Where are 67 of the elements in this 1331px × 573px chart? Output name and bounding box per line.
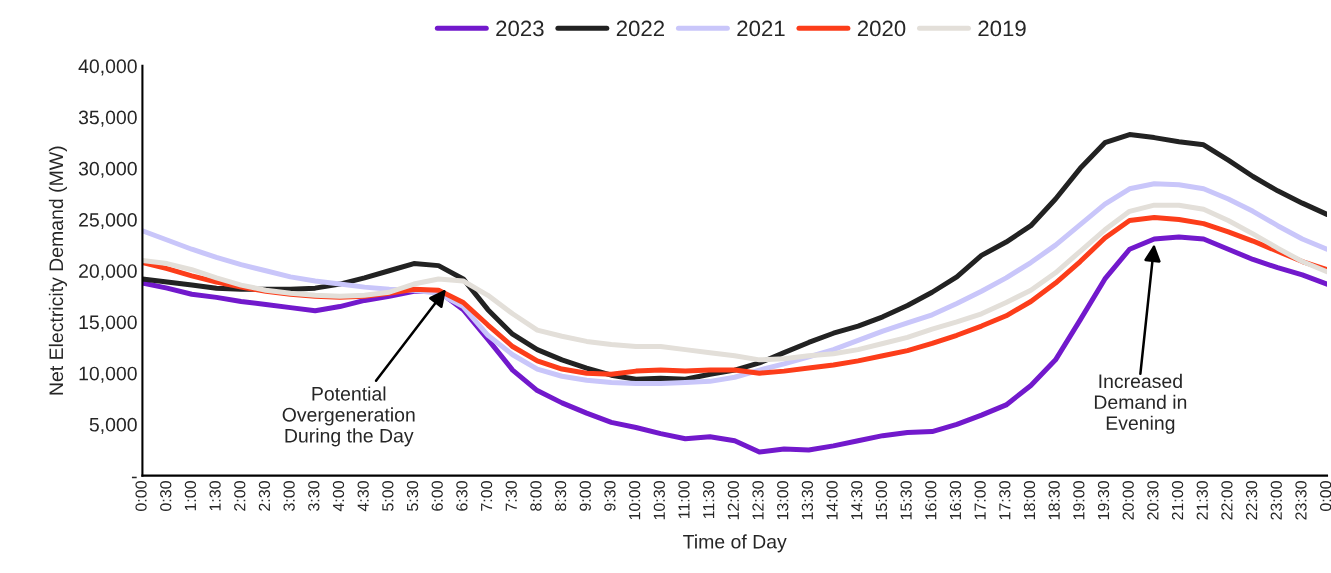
legend-label: 2019 — [978, 20, 1026, 37]
x-tick-label: 12:30 — [752, 481, 764, 520]
y-tick-label: 15,000 — [79, 315, 137, 332]
x-tick-label: 8:30 — [554, 481, 567, 511]
x-tick-label: 6:00 — [431, 481, 443, 511]
x-tick-label: 8:00 — [530, 481, 542, 511]
annotation: Potential Overgeneration During the Day — [282, 386, 415, 447]
x-tick-label: 20:30 — [1147, 481, 1159, 520]
x-tick-label: 11:00 — [678, 481, 690, 519]
x-tick-label: 22:00 — [1221, 481, 1233, 520]
x-tick-label: 16:30 — [949, 481, 962, 520]
x-tick-label: 13:00 — [777, 481, 789, 520]
y-tick-label: 25,000 — [79, 213, 137, 230]
x-tick-label: 5:30 — [406, 481, 419, 511]
x-tick-label: 1:00 — [184, 481, 197, 511]
x-tick-label: 13:30 — [801, 481, 814, 520]
x-tick-label: 16:00 — [925, 481, 937, 520]
x-tick-label: 10:00 — [628, 481, 641, 520]
x-tick-label: 15:00 — [875, 481, 888, 520]
x-tick-label: 3:30 — [308, 481, 320, 511]
y-tick-label: 20,000 — [79, 264, 137, 281]
y-tick-label: 10,000 — [79, 366, 137, 383]
x-tick-label: 2:00 — [234, 481, 246, 511]
y-tick-label: 35,000 — [78, 110, 137, 127]
x-tick-label: 20:00 — [1122, 481, 1134, 520]
x-tick-label: 14:00 — [826, 481, 838, 520]
annotation: Increased Demand in Evening — [1094, 373, 1187, 434]
x-tick-label: 12:00 — [727, 481, 739, 520]
y-tick-label: 5,000 — [89, 417, 137, 434]
x-tick-label: 19:00 — [1073, 481, 1085, 520]
legend-label: 2023 — [496, 20, 544, 37]
x-tick-label: 4:00 — [332, 481, 345, 512]
x-tick-label: 5:00 — [382, 481, 394, 511]
x-tick-label: 0:00 — [1319, 481, 1331, 511]
x-tick-label: 21:00 — [1171, 481, 1184, 520]
x-tick-label: 22:30 — [1245, 481, 1258, 520]
x-tick-label: 15:30 — [900, 481, 912, 520]
x-tick-label: 10:30 — [653, 481, 665, 520]
x-tick-label: 1:30 — [209, 481, 221, 511]
x-axis-title: Time of Day — [683, 534, 787, 553]
x-tick-label: 11:30 — [703, 481, 715, 519]
x-tick-label: 0:30 — [160, 481, 172, 511]
y-tick-label: - — [131, 476, 137, 479]
x-tick-label: 23:30 — [1295, 481, 1307, 520]
x-tick-label: 2:30 — [258, 481, 271, 511]
x-tick-label: 23:00 — [1270, 481, 1282, 520]
x-tick-label: 18:30 — [1048, 481, 1060, 520]
y-axis-title: Net Electricity Demand (MW) — [48, 146, 67, 395]
x-tick-label: 0:00 — [135, 481, 147, 511]
x-tick-label: 17:00 — [974, 481, 986, 520]
x-tick-label: 7:30 — [505, 481, 517, 511]
x-tick-label: 3:00 — [283, 481, 295, 511]
x-tick-label: 7:00 — [480, 481, 493, 511]
y-tick-label: 30,000 — [78, 161, 137, 178]
x-tick-label: 9:30 — [604, 481, 616, 511]
x-tick-label: 6:30 — [456, 481, 468, 511]
x-tick-label: 9:00 — [579, 481, 591, 511]
x-tick-label: 21:30 — [1196, 481, 1208, 520]
legend-label: 2021 — [737, 20, 785, 37]
x-tick-label: 14:30 — [851, 481, 863, 520]
x-tick-label: 17:30 — [999, 481, 1011, 520]
legend-label: 2020 — [857, 20, 906, 37]
legend-label: 2022 — [616, 20, 664, 37]
y-tick-label: 40,000 — [78, 59, 137, 76]
x-tick-label: 4:30 — [357, 481, 369, 512]
x-tick-label: 18:00 — [1023, 481, 1036, 520]
x-tick-label: 19:30 — [1097, 481, 1110, 520]
